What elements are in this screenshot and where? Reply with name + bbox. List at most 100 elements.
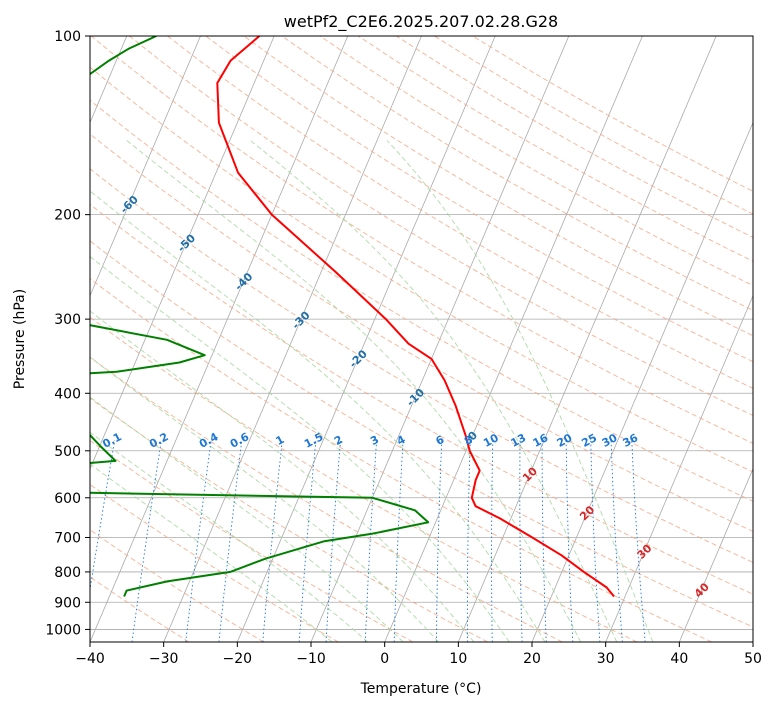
y-tick-label: 200 (54, 208, 81, 224)
mixing-ratio-line (565, 440, 574, 642)
dry-adiabat-line (91, 36, 753, 444)
y-tick-label: 900 (54, 595, 81, 611)
mixing-ratio-label: 1.5 (302, 430, 325, 451)
isotherm-label: 30 (635, 542, 655, 562)
mixing-ratio-label: 0.2 (147, 430, 170, 451)
dry-adiabat-line (90, 66, 753, 473)
isotherm-line (90, 36, 349, 642)
x-tick-label: −20 (223, 651, 253, 667)
dry-adiabat-line (90, 240, 753, 628)
moist-adiabat-line (250, 140, 618, 642)
y-tick-label: 700 (54, 531, 81, 547)
dry-adiabat-line (319, 36, 753, 287)
isotherm-line (605, 294, 753, 642)
mixing-ratio-line (541, 440, 547, 642)
y-tick-label: 500 (54, 444, 81, 460)
isotherm-line (752, 640, 753, 642)
mixing-ratio-line (435, 440, 443, 642)
isotherm-label: -50 (175, 231, 198, 254)
isotherm-label: -20 (347, 347, 370, 370)
y-tick-label: 1000 (45, 622, 81, 638)
plot-frame (89, 35, 754, 643)
dry-adiabat-line (90, 483, 339, 642)
isopleth-labels: 0.10.20.40.611.52346810131620253036-100-… (3, 116, 712, 601)
dry-adiabat-line (167, 36, 753, 389)
isotherm-line (678, 467, 753, 642)
mixing-ratio-line (298, 440, 317, 642)
y-tick-label: 300 (54, 312, 81, 328)
dry-adiabat-line (90, 316, 638, 642)
isotherm-line (236, 36, 496, 642)
mixing-ratio-line (262, 440, 283, 642)
mixing-ratio-label: 0.1 (100, 430, 123, 451)
mixing-ratio-line (466, 440, 471, 642)
mixing-ratio-label: 25 (579, 431, 599, 450)
isotherm-label: -80 (3, 116, 26, 139)
moist-adiabat-line (90, 463, 333, 642)
moist-adiabat-line (90, 396, 404, 642)
isotherm-line (90, 36, 275, 470)
mixing-ratio-line (393, 440, 404, 642)
isotherm-line (163, 36, 422, 642)
dry-adiabat-line (90, 168, 753, 563)
mixing-ratio-label: 0.4 (197, 430, 221, 451)
isotherm-label: -40 (232, 270, 255, 293)
y-axis-label: Pressure (hPa) (12, 289, 28, 389)
mixing-ratio-line (631, 440, 646, 642)
x-tick-label: −10 (296, 651, 326, 667)
mixing-ratio-line (491, 440, 494, 642)
chart-title: wetPf2_C2E6.2025.207.02.28.G28 (284, 12, 558, 32)
mixing-ratio-label: 1 (274, 433, 287, 448)
x-tick-label: −40 (75, 651, 105, 667)
mixing-ratio-line (364, 440, 378, 642)
temperature-profile (216, 36, 615, 598)
moist-adiabat-line (90, 190, 546, 642)
dry-adiabat-line (90, 278, 712, 642)
background-lines (90, 36, 753, 642)
isotherm-line (90, 36, 201, 297)
dewpoint-profile (90, 36, 430, 597)
isotherm-label: 20 (577, 503, 597, 523)
isotherm-label: -70 (60, 154, 83, 177)
dry-adiabat-line (243, 36, 753, 337)
x-tick-label: 20 (523, 651, 541, 667)
mixing-ratio-label: 20 (555, 431, 575, 450)
isotherm-label: 10 (520, 464, 540, 484)
dry-adiabat-line (90, 440, 414, 642)
moist-adiabat-line (386, 140, 654, 642)
y-axis: 100 200 300 400 500 600 700 800 900 1000 (45, 29, 90, 638)
isotherm-line (457, 36, 717, 642)
y-tick-label: 600 (54, 491, 81, 507)
dry-adiabat-line (281, 36, 753, 311)
isotherm-line (384, 36, 643, 642)
mixing-ratio-line (325, 440, 342, 642)
mixing-ratio-label: 13 (509, 431, 529, 450)
x-tick-label: 0 (380, 651, 389, 667)
mixing-ratio-line (519, 440, 523, 642)
mixing-ratio-line (90, 440, 116, 593)
isotherm-label: -30 (289, 308, 312, 331)
dry-adiabat-line (90, 203, 753, 595)
isotherm-label: -10 (404, 386, 427, 409)
dry-adiabat-line (434, 36, 753, 215)
x-tick-label: 10 (449, 651, 467, 667)
mixing-ratio-line (610, 440, 623, 642)
x-tick-label: 30 (597, 651, 615, 667)
mixing-ratio-line (131, 440, 162, 642)
mixing-ratio-label: 6 (434, 433, 447, 448)
mixing-ratio-label: 30 (600, 431, 620, 450)
mixing-ratio-line (218, 440, 243, 642)
mixing-ratio-label: 10 (481, 431, 501, 450)
dry-adiabat-line (90, 356, 563, 642)
x-axis-label: Temperature (°C) (360, 681, 482, 697)
mixing-ratio-label: 36 (621, 431, 641, 450)
isotherm-label: -60 (118, 193, 141, 216)
moist-adiabat-line (126, 140, 582, 642)
profile-lines (90, 36, 615, 598)
dry-adiabat-line (90, 397, 488, 642)
x-tick-label: 40 (670, 651, 688, 667)
dry-adiabat-line (90, 99, 753, 502)
mixing-ratio-label: 16 (531, 431, 551, 450)
isotherm-label: 40 (692, 580, 712, 600)
